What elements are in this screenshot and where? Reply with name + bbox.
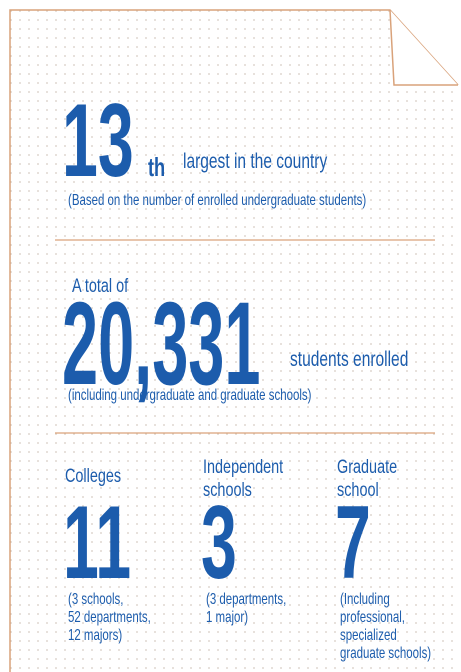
unit-label: schools xyxy=(203,478,252,501)
unit-label: Independent xyxy=(203,455,283,478)
unit-note: 1 major) xyxy=(206,608,248,625)
unit-note: specialized xyxy=(340,626,397,643)
statement: largest in the country xyxy=(183,149,328,173)
unit-label: Colleges xyxy=(65,464,121,487)
unit-note: (3 schools, xyxy=(68,590,123,607)
prefix: A total of xyxy=(72,274,128,297)
unit-label: school xyxy=(337,478,379,501)
note: (including undergraduate and graduate sc… xyxy=(68,386,311,403)
unit-note: 12 majors) xyxy=(68,626,122,643)
big-number: 7 xyxy=(335,485,371,600)
note: (Based on the number of enrolled undergr… xyxy=(68,191,366,208)
folded-corner xyxy=(389,9,458,86)
unit-note: professional, xyxy=(340,608,405,625)
unit-note: (Including xyxy=(340,590,390,607)
unit-note: (3 departments, xyxy=(206,590,286,607)
unit-note: graduate schools) xyxy=(340,644,431,661)
big-number: 3 xyxy=(201,485,237,600)
paper xyxy=(10,10,458,672)
big-number: 13 xyxy=(62,83,134,198)
unit-label: Graduate xyxy=(337,455,397,478)
big-number: 11 xyxy=(63,485,131,600)
unit-note: 52 departments, xyxy=(68,608,151,625)
statement: students enrolled xyxy=(290,347,408,371)
big-number: 20,331 xyxy=(62,279,260,410)
suffix: th xyxy=(148,153,165,182)
